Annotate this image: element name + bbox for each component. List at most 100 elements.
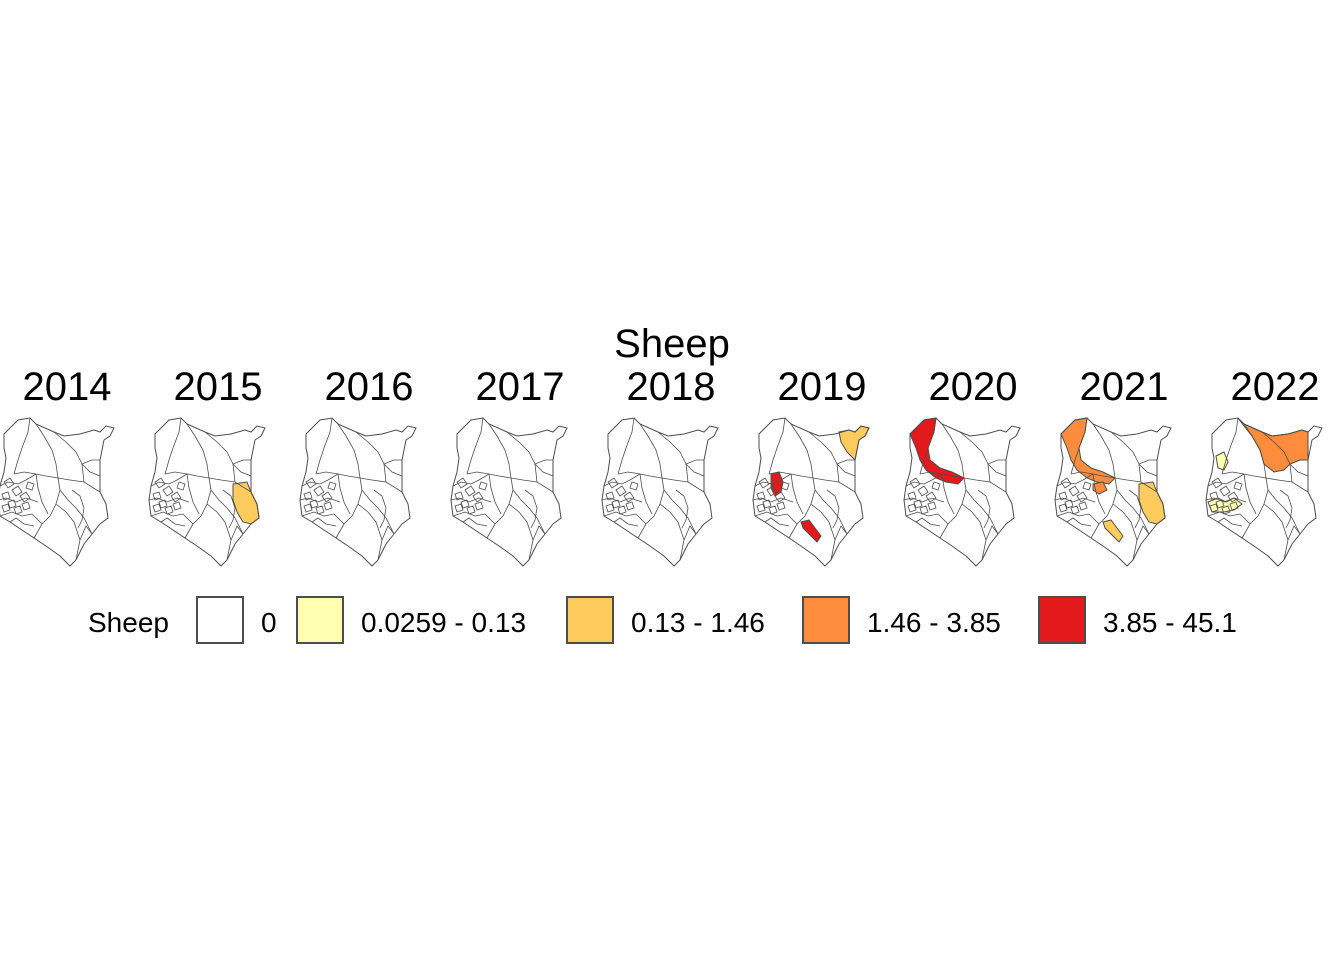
county-boundary <box>33 489 61 539</box>
county-boundary <box>605 491 615 501</box>
county-boundary <box>834 525 848 541</box>
county-boundary <box>162 485 174 497</box>
county-boundary <box>206 503 232 561</box>
county-boundary <box>335 489 363 539</box>
county-boundary <box>164 417 182 475</box>
county-boundary <box>337 423 363 491</box>
county-boundary <box>534 459 553 465</box>
country-outline <box>148 417 266 567</box>
county-boundary <box>466 417 484 475</box>
county-boundary <box>25 481 35 491</box>
county-boundary <box>925 491 937 503</box>
country-outline <box>601 417 719 567</box>
county-boundary <box>154 477 166 489</box>
county-boundary <box>150 511 194 525</box>
county-boundary <box>907 491 917 501</box>
county-boundary <box>754 511 798 525</box>
country-outline <box>450 417 568 567</box>
county-boundary <box>512 489 546 535</box>
county-boundary <box>985 525 999 541</box>
county-boundary <box>637 489 665 539</box>
county-boundary <box>534 463 554 477</box>
county-boundary <box>303 491 313 501</box>
county-boundary <box>186 423 212 491</box>
county-boundary <box>1279 489 1293 529</box>
county-boundary <box>617 417 635 475</box>
map-panel-2019: 2019 <box>747 364 897 580</box>
county-boundary <box>1092 473 1106 515</box>
county-boundary <box>1058 503 1068 513</box>
county-boundary <box>327 481 337 491</box>
county-boundary <box>158 499 168 509</box>
county-boundary <box>1 503 11 513</box>
map-panel-2017: 2017 <box>445 364 595 580</box>
county-boundary <box>613 517 639 527</box>
county-boundary <box>462 517 488 527</box>
county-boundary <box>315 505 325 515</box>
county-boundary <box>919 417 937 475</box>
country-fill <box>300 418 416 566</box>
county-boundary <box>222 489 236 529</box>
county-boundary <box>1128 489 1142 529</box>
county-boundary <box>1092 423 1118 491</box>
county-boundary <box>208 477 252 493</box>
county-boundary <box>629 481 639 491</box>
county-boundary <box>1090 489 1118 539</box>
county-boundary <box>1221 417 1239 475</box>
county-boundary <box>965 489 999 535</box>
county-boundary <box>661 477 705 493</box>
county-boundary <box>1209 491 1219 501</box>
county-boundary <box>232 463 252 477</box>
county-boundary <box>810 503 836 561</box>
county-boundary <box>532 525 546 541</box>
county-boundary <box>13 417 31 475</box>
county-boundary <box>337 473 351 515</box>
country-outline <box>299 417 417 567</box>
map-panel-2015: 2015 <box>143 364 293 580</box>
county-boundary <box>826 489 840 529</box>
county-boundary <box>506 431 538 483</box>
county-boundary <box>766 485 778 497</box>
panel-year-label: 2015 <box>173 365 263 409</box>
county-boundary <box>456 477 468 489</box>
kenya-map <box>1205 417 1323 567</box>
country-outline <box>1205 417 1323 567</box>
kenya-map <box>0 417 115 567</box>
legend-label-3: 1.46 - 3.85 <box>867 607 1001 638</box>
legend-key-1 <box>296 596 344 644</box>
county-boundary <box>11 485 23 497</box>
county-boundary <box>617 505 627 515</box>
county-boundary <box>59 489 93 535</box>
county-boundary <box>1261 431 1293 483</box>
kenya-map <box>752 417 870 567</box>
county-boundary <box>383 463 403 477</box>
panel-year-label: 2016 <box>324 365 414 409</box>
country-outline <box>0 417 115 567</box>
county-boundary <box>639 473 653 515</box>
county-boundary <box>959 431 991 483</box>
county-boundary <box>963 477 1007 493</box>
county-boundary <box>35 423 61 491</box>
county-boundary <box>685 463 705 477</box>
county-boundary <box>0 511 43 525</box>
county-boundary <box>836 459 855 465</box>
county-boundary <box>81 459 100 465</box>
county-boundary <box>1138 459 1157 465</box>
map-panel-2022: 2022 <box>1200 364 1344 580</box>
panel-year-label: 2021 <box>1079 365 1169 409</box>
country-outline <box>752 417 870 567</box>
county-boundary <box>1265 477 1309 493</box>
county-boundary <box>508 503 534 561</box>
county-boundary <box>232 459 251 465</box>
county-boundary <box>13 505 23 515</box>
county-boundary <box>939 489 967 539</box>
county-boundary <box>303 503 313 513</box>
county-boundary <box>359 477 403 493</box>
panel-year-label: 2019 <box>777 365 867 409</box>
county-boundary <box>176 481 186 491</box>
kenya-map <box>601 417 719 567</box>
county-boundary <box>524 489 538 529</box>
county-boundary <box>1233 481 1243 491</box>
county-boundary <box>1263 503 1289 561</box>
panel-year-label: 2022 <box>1230 365 1320 409</box>
